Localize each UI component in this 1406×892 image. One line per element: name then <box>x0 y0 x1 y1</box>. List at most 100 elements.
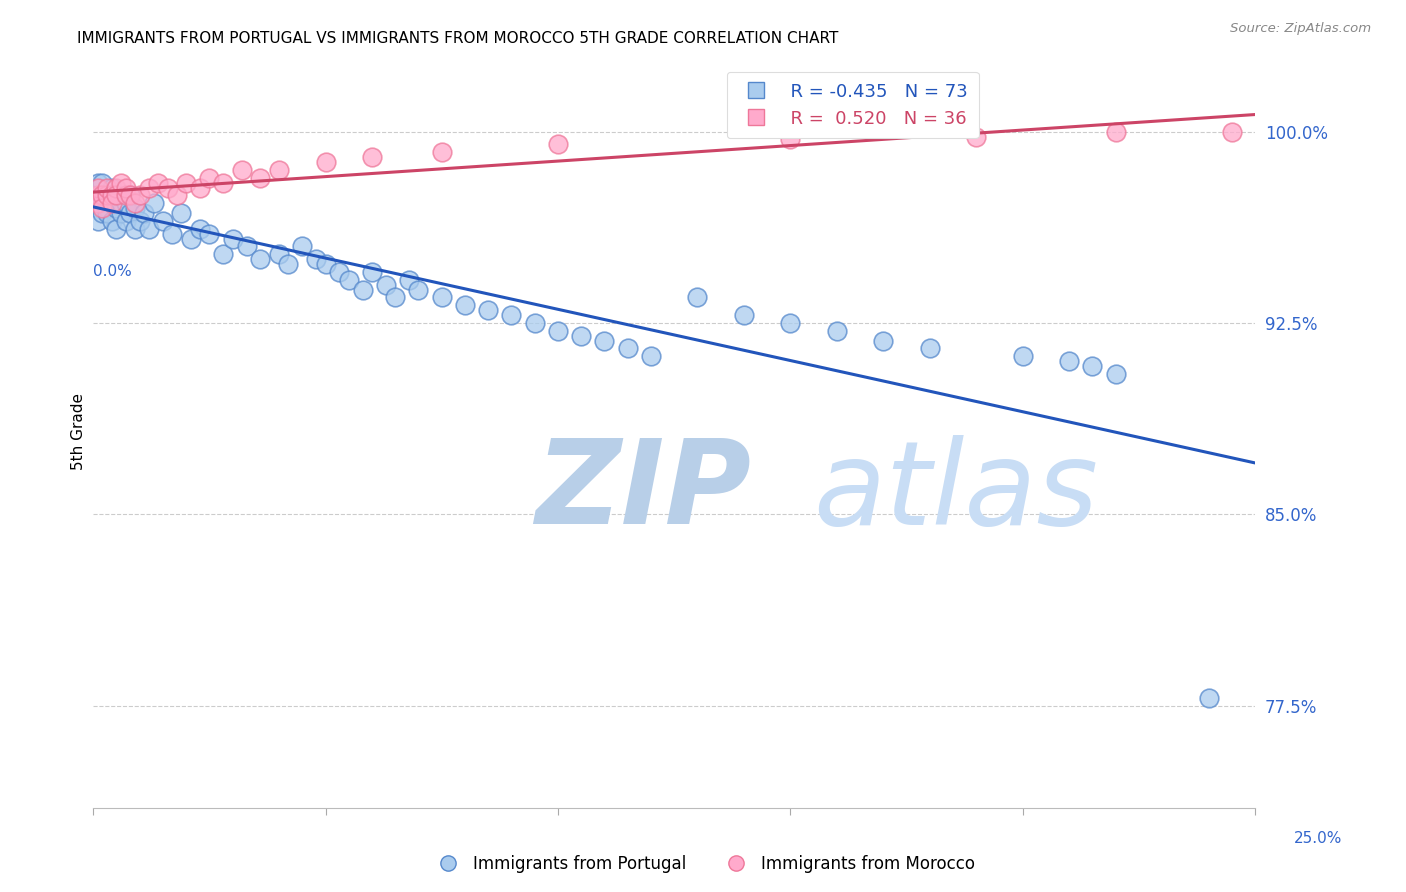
Point <box>1011 349 1033 363</box>
Point <box>124 221 146 235</box>
Point <box>328 265 350 279</box>
Point <box>501 308 523 322</box>
Point <box>291 239 314 253</box>
Point <box>918 342 941 356</box>
Point <box>160 227 183 241</box>
Point <box>120 188 142 202</box>
Point <box>180 232 202 246</box>
Point <box>91 206 114 220</box>
Point <box>315 257 337 271</box>
Point <box>91 176 114 190</box>
Point <box>547 324 569 338</box>
Point <box>100 196 122 211</box>
Point <box>110 206 132 220</box>
Point <box>87 188 110 202</box>
Point <box>454 298 477 312</box>
Point <box>249 252 271 267</box>
Point <box>686 290 709 304</box>
Point <box>249 170 271 185</box>
Point <box>120 206 142 220</box>
Point <box>148 176 170 190</box>
Point <box>1104 367 1126 381</box>
Point <box>277 257 299 271</box>
Point <box>96 188 118 202</box>
Point <box>408 283 430 297</box>
Point <box>110 176 132 190</box>
Point <box>384 290 406 304</box>
Point <box>128 214 150 228</box>
Point <box>105 221 128 235</box>
Point <box>166 188 188 202</box>
Legend: Immigrants from Portugal, Immigrants from Morocco: Immigrants from Portugal, Immigrants fro… <box>425 848 981 880</box>
Point <box>212 247 235 261</box>
Point <box>221 232 243 246</box>
Point <box>91 196 114 211</box>
Point <box>188 221 211 235</box>
Point <box>152 214 174 228</box>
Point <box>91 188 114 202</box>
Point <box>733 308 755 322</box>
Point <box>305 252 328 267</box>
Point <box>231 162 253 177</box>
Point <box>114 188 136 202</box>
Point <box>87 176 110 190</box>
Point <box>156 181 179 195</box>
Point <box>1104 125 1126 139</box>
Point <box>198 170 221 185</box>
Point <box>198 227 221 241</box>
Point <box>872 334 894 348</box>
Point <box>110 196 132 211</box>
Point <box>477 303 499 318</box>
Point <box>105 188 128 202</box>
Point <box>114 196 136 211</box>
Point <box>100 214 122 228</box>
Point <box>96 188 118 202</box>
Point <box>188 181 211 195</box>
Point <box>142 196 165 211</box>
Text: 0.0%: 0.0% <box>93 263 132 278</box>
Point <box>87 188 110 202</box>
Point <box>114 214 136 228</box>
Point <box>100 188 122 202</box>
Y-axis label: 5th Grade: 5th Grade <box>72 392 86 470</box>
Point <box>87 196 110 211</box>
Point <box>593 334 616 348</box>
Point <box>267 162 290 177</box>
Point <box>87 214 110 228</box>
Text: atlas: atlas <box>814 434 1098 549</box>
Point <box>779 132 801 146</box>
Point <box>430 145 453 159</box>
Point <box>235 239 257 253</box>
Point <box>96 201 118 215</box>
Text: IMMIGRANTS FROM PORTUGAL VS IMMIGRANTS FROM MOROCCO 5TH GRADE CORRELATION CHART: IMMIGRANTS FROM PORTUGAL VS IMMIGRANTS F… <box>77 31 839 46</box>
Text: ZIP: ZIP <box>534 434 751 549</box>
Point <box>352 283 374 297</box>
Point <box>825 324 848 338</box>
Point <box>315 155 337 169</box>
Point <box>100 181 122 195</box>
Point <box>523 316 546 330</box>
Text: 25.0%: 25.0% <box>1295 831 1343 847</box>
Point <box>640 349 662 363</box>
Point <box>375 277 398 292</box>
Point <box>430 290 453 304</box>
Point <box>91 188 114 202</box>
Point <box>138 221 160 235</box>
Point <box>96 206 118 220</box>
Point <box>105 188 128 202</box>
Point <box>337 272 360 286</box>
Point <box>100 196 122 211</box>
Point <box>87 181 110 195</box>
Point <box>114 181 136 195</box>
Point <box>124 201 146 215</box>
Point <box>134 206 156 220</box>
Point <box>267 247 290 261</box>
Point <box>779 316 801 330</box>
Point <box>87 201 110 215</box>
Point <box>1081 359 1104 374</box>
Point <box>1220 125 1243 139</box>
Point <box>96 181 118 195</box>
Point <box>1198 690 1220 705</box>
Point <box>174 176 197 190</box>
Point <box>128 188 150 202</box>
